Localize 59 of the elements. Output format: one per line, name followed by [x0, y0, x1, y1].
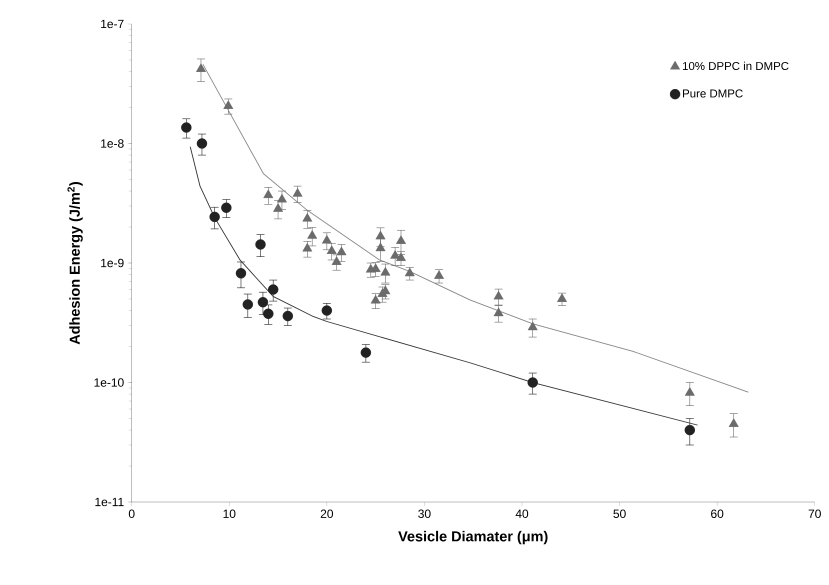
y-axis-title: Adhesion Energy (J/m$^{2}$)	[67, 182, 83, 344]
point	[528, 322, 538, 330]
x-tick-label: 10	[224, 510, 236, 518]
point	[528, 377, 538, 388]
point	[196, 63, 206, 72]
point	[684, 424, 696, 436]
y-tick-label: 1e-9	[101, 258, 124, 268]
point	[322, 234, 332, 244]
point	[196, 138, 208, 149]
point	[494, 290, 504, 300]
legend-label: Pure DMPC	[683, 89, 743, 98]
point	[684, 387, 695, 396]
line-series	[190, 146, 698, 426]
point	[263, 308, 274, 319]
x-tick-label: 0	[128, 510, 135, 518]
y-tick-label: 1e-11	[95, 498, 124, 506]
point	[376, 230, 386, 240]
point	[292, 188, 303, 197]
y-tick-label: 1e-7	[101, 20, 124, 28]
x-tick-label: 40	[516, 510, 528, 518]
point	[221, 202, 232, 213]
point	[376, 242, 386, 252]
point	[336, 246, 346, 256]
point	[307, 230, 318, 239]
x-tick-label: 30	[418, 510, 431, 518]
point	[209, 212, 220, 222]
point	[396, 235, 406, 244]
point	[390, 250, 400, 259]
point	[380, 266, 390, 276]
point	[396, 252, 406, 262]
legend-label: 10% DPPC in DMPC	[682, 62, 789, 70]
point	[360, 347, 372, 358]
point	[557, 293, 567, 302]
point	[268, 284, 278, 295]
x-tick-label: 50	[613, 510, 626, 518]
point	[223, 100, 234, 109]
y-tick-label: 1e-10	[94, 378, 124, 387]
y-tick-label: 1e-8	[101, 139, 124, 148]
point	[242, 299, 254, 310]
point	[255, 239, 266, 250]
x-tick-label: 20	[320, 510, 334, 518]
point	[494, 308, 504, 316]
point	[263, 189, 274, 198]
point	[370, 294, 381, 304]
x-tick-label: 60	[711, 510, 724, 518]
point	[302, 242, 312, 252]
point	[728, 418, 739, 427]
point	[322, 305, 332, 316]
x-tick-label: 70	[808, 510, 821, 518]
point	[332, 256, 342, 265]
point	[277, 194, 287, 202]
point	[273, 203, 284, 212]
point	[282, 310, 294, 322]
point	[302, 212, 312, 222]
point	[434, 270, 444, 279]
point	[258, 296, 268, 308]
point	[181, 122, 192, 133]
point	[236, 268, 246, 279]
x-axis-title: Vesicle Diamater (μm)	[398, 530, 548, 544]
